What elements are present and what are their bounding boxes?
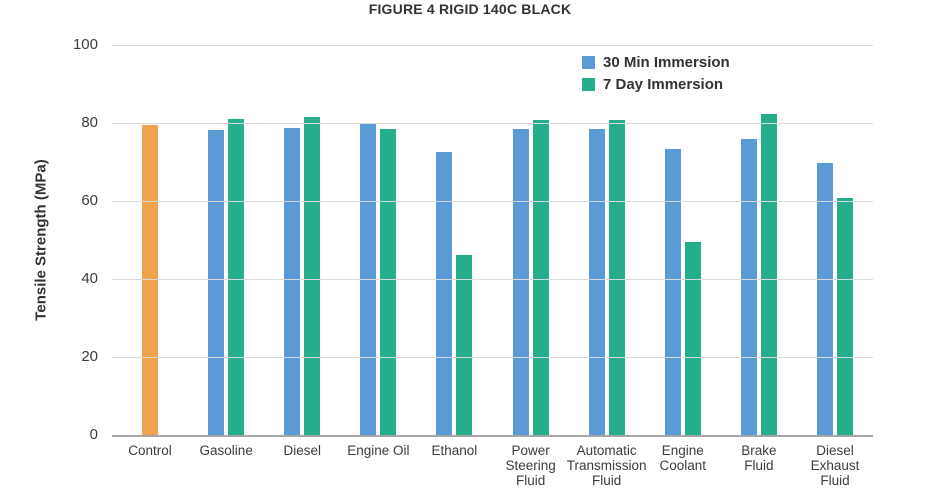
bar-gasoline-30-min-immersion	[208, 129, 225, 435]
bar-group-automatic-transmission-fluid	[569, 45, 645, 435]
x-tick-label-gasoline: Gasoline	[199, 443, 253, 458]
bar-groups	[112, 45, 873, 435]
legend-swatch-30-min-icon	[582, 56, 595, 69]
y-tick-label-40: 40	[81, 270, 98, 287]
gridline-40	[112, 279, 873, 280]
x-tick-labels: Control Gasoline Diesel Engine Oil Ethanol Po…	[112, 443, 873, 493]
bar-engine-oil-7-day-immersion	[380, 129, 397, 435]
gridline-100	[112, 45, 873, 46]
legend-label-7-day: 7 Day Immersion	[603, 76, 724, 93]
bar-engine-coolant-30-min-immersion	[664, 148, 681, 435]
x-tick-label-diesel-exhaust-fluid: Diesel Exhaust Fluid	[810, 443, 860, 488]
legend-item-30-min-immersion: 30 Min Immersion	[582, 54, 730, 71]
bar-ethanol-7-day-immersion	[456, 255, 473, 435]
bar-ethanol-30-min-immersion	[436, 151, 453, 435]
legend: 30 Min Immersion 7 Day Immersion	[582, 54, 730, 98]
bar-brake-fluid-7-day-immersion	[760, 113, 777, 435]
bar-power-steering-fluid-7-day-immersion	[532, 120, 549, 435]
legend-label-30-min: 30 Min Immersion	[603, 54, 730, 71]
plot-area	[112, 45, 873, 437]
gridline-60	[112, 201, 873, 202]
bar-automatic-transmission-fluid-30-min-immersion	[588, 128, 605, 435]
gridline-20	[112, 357, 873, 358]
y-tick-label-100: 100	[72, 36, 98, 53]
bar-group-diesel-exhaust-fluid	[797, 45, 873, 435]
bar-gasoline-7-day-immersion	[228, 118, 245, 435]
x-tick-label-power-steering-fluid: Power Steering Fluid	[505, 443, 556, 488]
bar-group-power-steering-fluid	[492, 45, 568, 435]
y-tick-label-60: 60	[81, 192, 98, 209]
bar-diesel-30-min-immersion	[284, 128, 301, 435]
legend-swatch-7-day-icon	[582, 78, 595, 91]
bar-diesel-7-day-immersion	[304, 116, 321, 435]
y-axis-title: Tensile Strength (MPa)	[32, 159, 50, 321]
legend-item-7-day-immersion: 7 Day Immersion	[582, 76, 730, 93]
bar-diesel-exhaust-fluid-30-min-immersion	[816, 163, 833, 435]
y-tick-label-0: 0	[89, 426, 98, 443]
bar-engine-coolant-7-day-immersion	[684, 242, 701, 435]
bar-group-ethanol	[416, 45, 492, 435]
bar-brake-fluid-30-min-immersion	[740, 139, 757, 435]
gridline-80	[112, 123, 873, 124]
x-tick-label-engine-coolant: Engine Coolant	[659, 443, 707, 473]
bar-power-steering-fluid-30-min-immersion	[512, 129, 529, 435]
x-tick-label-automatic-transmission-fluid: Automatic Transmission Fluid	[566, 443, 647, 488]
bar-group-brake-fluid	[721, 45, 797, 435]
bar-group-control	[112, 45, 188, 435]
bar-automatic-transmission-fluid-7-day-immersion	[608, 119, 625, 435]
y-tick-label-80: 80	[81, 114, 98, 131]
bar-group-engine-oil	[340, 45, 416, 435]
x-tick-label-diesel: Diesel	[283, 443, 322, 458]
x-tick-label-brake-fluid: Brake Fluid	[741, 443, 777, 473]
bar-group-gasoline	[188, 45, 264, 435]
x-tick-label-engine-oil: Engine Oil	[347, 443, 410, 458]
x-tick-label-ethanol: Ethanol	[431, 443, 478, 458]
x-tick-label-control: Control	[128, 443, 172, 458]
bar-group-diesel	[264, 45, 340, 435]
bar-group-engine-coolant	[645, 45, 721, 435]
y-tick-label-20: 20	[81, 348, 98, 365]
chart-title: FIGURE 4 RIGID 140C BLACK	[368, 1, 572, 17]
bar-diesel-exhaust-fluid-7-day-immersion	[836, 197, 853, 435]
